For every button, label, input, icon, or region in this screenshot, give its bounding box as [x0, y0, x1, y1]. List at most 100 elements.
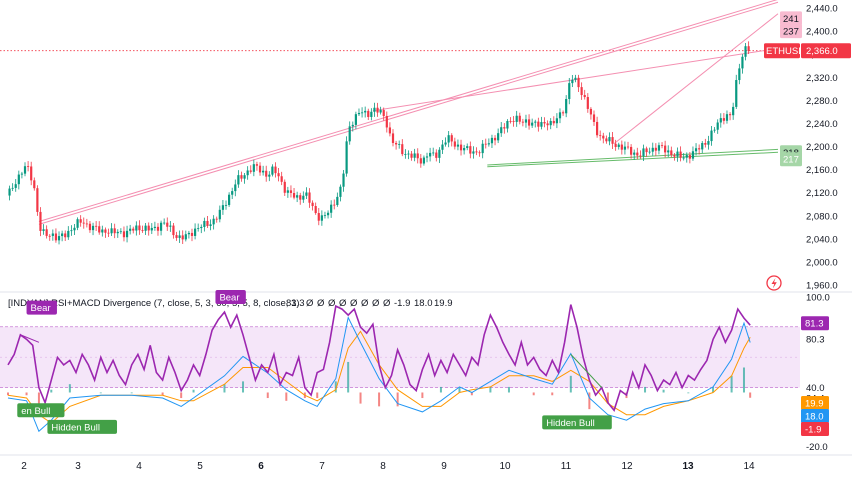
date-tick-label: 5 — [197, 461, 203, 472]
price-axis[interactable]: 2,440.02,400.02,360.02,320.02,280.02,240… — [806, 4, 838, 292]
candle-body — [543, 122, 546, 124]
candle-body — [178, 235, 181, 238]
upper-tag-bg — [780, 11, 802, 26]
candle-body — [193, 228, 197, 236]
candle-body — [645, 148, 648, 153]
candle-body — [472, 151, 475, 154]
candle-body — [459, 144, 463, 151]
candle-body — [265, 170, 268, 177]
hist-badge-bg — [801, 422, 829, 436]
candle-body — [552, 120, 555, 124]
candle-body — [61, 233, 64, 237]
candle-body — [45, 229, 48, 236]
candle-body — [95, 225, 98, 227]
candle-body — [367, 110, 370, 117]
candle-body — [135, 225, 138, 231]
macd-histogram-bar — [334, 381, 337, 393]
candle-body — [670, 150, 673, 155]
candle-body — [620, 144, 623, 150]
price-pane[interactable] — [0, 0, 800, 245]
macd-histogram-bar — [99, 392, 102, 394]
candle-body — [57, 236, 61, 241]
candle-body — [435, 152, 438, 158]
candle-body — [626, 146, 630, 148]
candle-body — [234, 184, 237, 192]
candle-body — [580, 87, 583, 96]
macd-histogram-bar — [489, 386, 492, 393]
candle-body — [67, 230, 70, 238]
indicator-status-value: Ø — [361, 298, 369, 309]
macd-histogram-bar — [130, 392, 133, 394]
macd-histogram-bar — [551, 392, 554, 396]
price-tick-label: 2,240.0 — [806, 119, 838, 130]
macd-histogram-bar — [68, 384, 71, 393]
indicator-status-value: Ø — [383, 298, 391, 309]
candle-body — [330, 204, 333, 213]
candle-body — [534, 121, 537, 123]
label-bg — [47, 419, 118, 434]
candle-body — [490, 137, 494, 144]
candle-body — [429, 152, 432, 157]
candle-body — [274, 166, 277, 174]
upper-tag-text: 241 — [783, 14, 799, 25]
candle-body — [478, 152, 481, 154]
candle-body — [698, 148, 701, 150]
macd-histogram-bar — [712, 386, 715, 393]
candle-body — [221, 205, 225, 210]
upper-tag-text: 237 — [783, 27, 799, 38]
candle-body — [466, 146, 469, 149]
candle-body — [589, 108, 593, 115]
candle-body — [444, 142, 447, 145]
macd-histogram-bar — [606, 392, 609, 404]
candle-body — [70, 230, 73, 232]
divergence-line — [570, 354, 603, 388]
signal-badge: 19.9 — [801, 396, 829, 410]
indicator-pane[interactable]: [INDYAN] RSI+MACD Divergence (7, close, … — [0, 298, 800, 433]
price-tick-label: 2,040.0 — [806, 234, 838, 245]
candle-body — [8, 188, 11, 196]
candle-body — [664, 145, 667, 153]
candle-body — [138, 225, 141, 231]
label-text: en Bull — [21, 406, 50, 417]
date-tick-label: 11 — [561, 461, 572, 472]
candle-body — [166, 222, 169, 227]
candle-body — [98, 226, 101, 233]
macd-histogram-bar — [421, 392, 424, 399]
date-axis[interactable]: 2 3 4 5 6 7 8 9 10 11 12 13 14 — [21, 461, 755, 472]
last-price-text: 2,366.0 — [806, 46, 838, 57]
lightning-icon-circle — [766, 275, 782, 291]
candle-body — [110, 228, 113, 234]
lightning-icon-bolt — [771, 278, 777, 289]
candle-body — [333, 204, 336, 206]
macd-histogram-bar — [242, 381, 245, 393]
candle-body — [218, 209, 221, 220]
candle-body — [323, 215, 327, 217]
price-tick-label: 2,280.0 — [806, 96, 838, 107]
candle-body — [147, 225, 150, 231]
candle-body — [54, 233, 58, 241]
candle-body — [20, 173, 24, 175]
candle-body — [175, 235, 178, 238]
candle-body — [246, 170, 249, 176]
indicator-tick-label: 100.0 — [806, 293, 830, 304]
candle-body — [163, 222, 166, 224]
date-tick-label: 2 — [21, 461, 27, 472]
candle-body — [376, 107, 379, 113]
candle-body — [716, 122, 719, 130]
candle-body — [317, 213, 320, 221]
macd-histogram-bar — [316, 392, 319, 399]
candle-body — [252, 164, 255, 172]
candle-body — [416, 153, 419, 159]
candle-body — [348, 126, 351, 142]
candle-body — [184, 234, 187, 240]
candle-body — [228, 194, 231, 205]
candle-body — [710, 130, 713, 142]
candle-body — [614, 143, 617, 147]
trendline-upper — [38, 1, 779, 225]
candle-body — [527, 119, 531, 126]
candle-body — [296, 195, 299, 198]
candle-body — [82, 222, 85, 224]
macd-histogram-bar — [730, 375, 733, 393]
candle-body — [407, 153, 410, 155]
bear-label: Bear — [215, 290, 246, 304]
